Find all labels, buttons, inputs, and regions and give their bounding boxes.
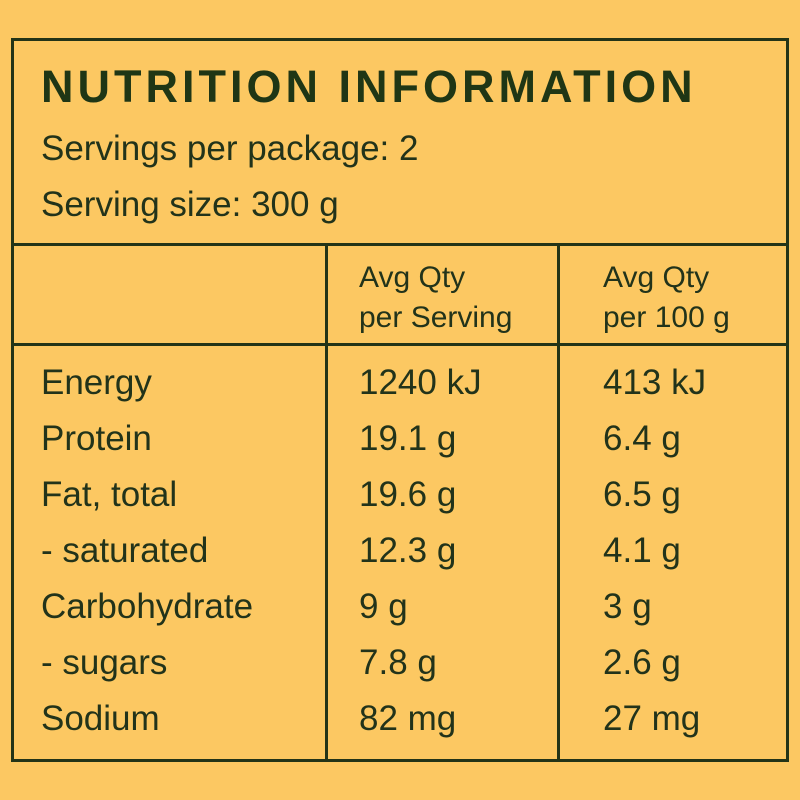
panel-title: NUTRITION INFORMATION <box>41 61 697 112</box>
table-row-protein: Protein 19.1 g 6.4 g <box>14 419 786 475</box>
column-divider-1 <box>325 246 328 759</box>
per-100g-value: 3 g <box>603 587 652 626</box>
nutrient-name: - saturated <box>41 531 209 570</box>
per-serving-value: 9 g <box>359 587 408 626</box>
column-header-per-100g-line-1: Avg Qty <box>603 261 710 294</box>
column-header-per-serving-line-2: per Serving <box>359 301 513 334</box>
per-100g-value: 6.4 g <box>603 419 681 458</box>
table-row-saturated: - saturated 12.3 g 4.1 g <box>14 531 786 587</box>
nutrient-name: Energy <box>41 363 152 402</box>
column-header-per-serving: Avg Qty per Serving <box>359 258 512 338</box>
per-100g-value: 4.1 g <box>603 531 681 570</box>
per-serving-value: 1240 kJ <box>359 363 482 402</box>
per-serving-value: 82 mg <box>359 699 457 738</box>
nutrient-rows: Energy 1240 kJ 413 kJ Protein 19.1 g 6.4… <box>14 363 786 755</box>
per-serving-value: 12.3 g <box>359 531 457 570</box>
nutrient-name: Fat, total <box>41 475 178 514</box>
per-serving-value: 7.8 g <box>359 643 437 682</box>
nutrition-panel: NUTRITION INFORMATION Servings per packa… <box>11 38 789 762</box>
table-row-carbohydrate: Carbohydrate 9 g 3 g <box>14 587 786 643</box>
per-serving-value: 19.1 g <box>359 419 457 458</box>
table-row-sodium: Sodium 82 mg 27 mg <box>14 699 786 755</box>
servings-per-package: Servings per package: 2 <box>41 129 419 168</box>
table-row-energy: Energy 1240 kJ 413 kJ <box>14 363 786 419</box>
table-row-fat-total: Fat, total 19.6 g 6.5 g <box>14 475 786 531</box>
column-header-row: Avg Qty per Serving Avg Qty per 100 g <box>14 246 786 346</box>
per-100g-value: 6.5 g <box>603 475 681 514</box>
per-100g-value: 2.6 g <box>603 643 681 682</box>
column-header-per-serving-line-1: Avg Qty <box>359 261 466 294</box>
per-100g-value: 27 mg <box>603 699 701 738</box>
column-header-per-100g: Avg Qty per 100 g <box>603 258 730 338</box>
nutrient-name: Sodium <box>41 699 160 738</box>
column-header-per-100g-line-2: per 100 g <box>603 301 730 334</box>
nutrition-header: NUTRITION INFORMATION Servings per packa… <box>14 41 786 246</box>
per-100g-value: 413 kJ <box>603 363 707 402</box>
nutrient-name: Protein <box>41 419 152 458</box>
column-divider-2 <box>557 246 560 759</box>
table-row-sugars: - sugars 7.8 g 2.6 g <box>14 643 786 699</box>
serving-size: Serving size: 300 g <box>41 185 339 224</box>
per-serving-value: 19.6 g <box>359 475 457 514</box>
nutrient-name: Carbohydrate <box>41 587 254 626</box>
nutrient-name: - sugars <box>41 643 168 682</box>
